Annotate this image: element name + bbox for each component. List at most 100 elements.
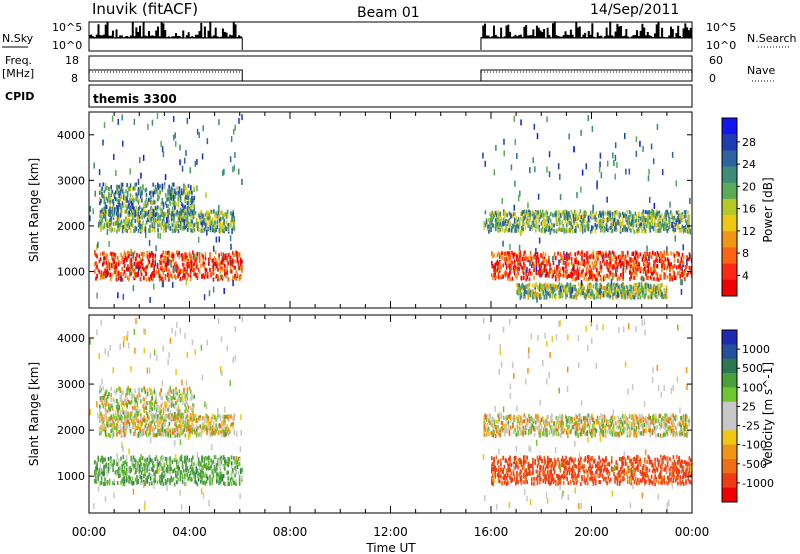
echo-cell (157, 197, 159, 202)
echo-cell (516, 254, 518, 259)
echo-cell (212, 459, 215, 464)
echo-cell (161, 472, 163, 477)
echo-cell (97, 268, 100, 273)
echo-cell (147, 261, 150, 266)
echo-cell (666, 246, 668, 253)
echo-cell (658, 210, 661, 215)
echo-cell (135, 256, 137, 261)
echo-cell (114, 197, 117, 202)
echo-cell (637, 211, 640, 216)
echo-cell (138, 220, 141, 225)
echo-cell (527, 292, 530, 297)
echo-cell (648, 224, 650, 229)
echo-cell (660, 224, 663, 229)
echo-cell (599, 265, 602, 270)
echo-cell (102, 194, 105, 199)
echo-cell (619, 219, 622, 224)
echo-cell (607, 275, 610, 280)
echo-cell (163, 256, 166, 261)
echo-cell (600, 218, 602, 223)
echo-cell (191, 190, 193, 195)
echo-cell (133, 228, 135, 233)
echo-cell (582, 283, 584, 288)
echo-cell (174, 200, 176, 205)
echo-cell (548, 285, 550, 290)
echo-cell (586, 255, 589, 260)
echo-cell (631, 294, 634, 299)
echo-cell (218, 119, 220, 126)
echo-cell (660, 288, 662, 293)
echo-cell (570, 218, 573, 223)
echo-cell (117, 208, 119, 213)
echo-cell (159, 223, 162, 228)
echo-cell (626, 260, 629, 265)
echo-cell (217, 274, 219, 279)
echo-cell (176, 264, 178, 269)
echo-cell (161, 277, 163, 282)
echo-cell (532, 294, 534, 299)
echo-cell (493, 467, 495, 472)
echo-cell (653, 263, 655, 268)
echo-cell (177, 470, 179, 475)
echo-cell (200, 473, 202, 478)
echo-cell (125, 189, 127, 194)
echo-cell (171, 211, 174, 216)
echo-cell (164, 469, 167, 474)
echo-cell (190, 477, 193, 482)
echo-cell (96, 273, 98, 278)
echo-cell (681, 260, 684, 265)
nsearch-tick-top: 10^5 (706, 21, 736, 34)
echo-cell (516, 227, 519, 232)
echo-cell (209, 466, 211, 471)
echo-cell (202, 217, 205, 222)
echo-cell (513, 223, 515, 228)
echo-cell (584, 228, 586, 233)
echo-cell (114, 206, 117, 211)
echo-cell (498, 473, 501, 478)
echo-cell (121, 204, 124, 209)
echo-cell (650, 295, 653, 300)
echo-cell (629, 228, 632, 233)
echo-cell (130, 262, 133, 269)
echo-cell (179, 477, 182, 482)
echo-cell (538, 224, 541, 229)
echo-cell (629, 270, 631, 275)
echo-cell (662, 218, 664, 223)
echo-cell (504, 214, 506, 219)
echo-cell (585, 251, 588, 256)
echo-cell (602, 291, 605, 296)
echo-cell (644, 253, 646, 258)
echo-cell (151, 272, 153, 277)
echo-cell (678, 209, 680, 214)
echo-cell (151, 458, 153, 463)
echo-cell (167, 464, 169, 469)
echo-cell (561, 255, 564, 260)
echo-cell (159, 467, 161, 472)
echo-cell (219, 261, 222, 266)
echo-cell (181, 253, 184, 258)
echo-cell (504, 251, 507, 256)
echo-cell (621, 283, 623, 288)
echo-cell (552, 288, 555, 293)
echo-cell (241, 476, 243, 481)
echo-cell (175, 202, 177, 207)
echo-cell (688, 222, 690, 227)
echo-cell (506, 213, 508, 218)
echo-cell (565, 213, 568, 218)
echo-cell (687, 210, 689, 215)
echo-cell (498, 226, 500, 231)
echo-cell (612, 256, 614, 261)
echo-cell (154, 185, 157, 190)
echo-cell (501, 480, 503, 485)
echo-cell (192, 467, 194, 472)
echo-cell (522, 264, 525, 269)
echo-cell (219, 217, 222, 222)
echo-cell (528, 290, 531, 295)
echo-cell (658, 288, 661, 293)
echo-cell (544, 264, 547, 269)
echo-cell (527, 202, 529, 209)
echo-cell (608, 287, 611, 292)
echo-cell (125, 198, 127, 203)
echo-cell (173, 188, 176, 195)
echo-cell (669, 201, 671, 208)
